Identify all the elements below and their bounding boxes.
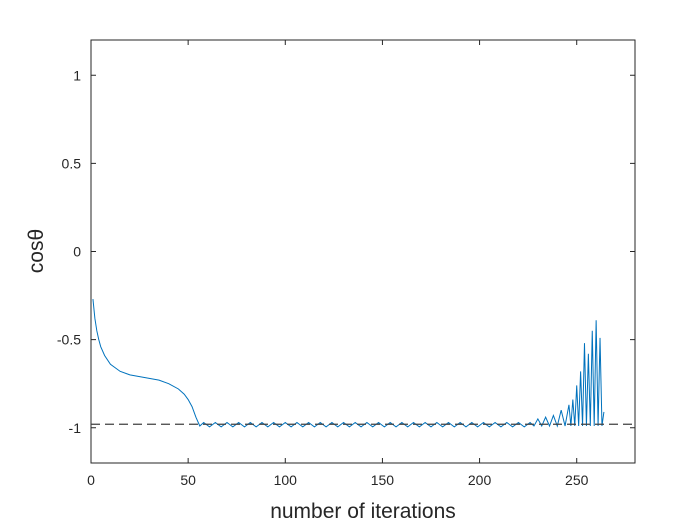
y-tick-label: -1 bbox=[69, 420, 82, 436]
x-tick-label: 250 bbox=[565, 472, 589, 488]
y-tick-label: -0.5 bbox=[57, 332, 81, 348]
x-tick-label: 200 bbox=[468, 472, 492, 488]
y-tick-label: 0 bbox=[73, 244, 81, 260]
y-axis-label: cosθ bbox=[25, 229, 48, 273]
x-axis-label: number of iterations bbox=[270, 500, 456, 523]
plot-box bbox=[90, 39, 636, 464]
x-tick-label: 0 bbox=[87, 472, 95, 488]
x-tick-label: 100 bbox=[274, 472, 298, 488]
x-tick-label: 150 bbox=[371, 472, 395, 488]
y-tick-label: 0.5 bbox=[62, 155, 82, 171]
y-tick-label: 1 bbox=[73, 67, 81, 83]
x-tick-label: 50 bbox=[180, 472, 196, 488]
